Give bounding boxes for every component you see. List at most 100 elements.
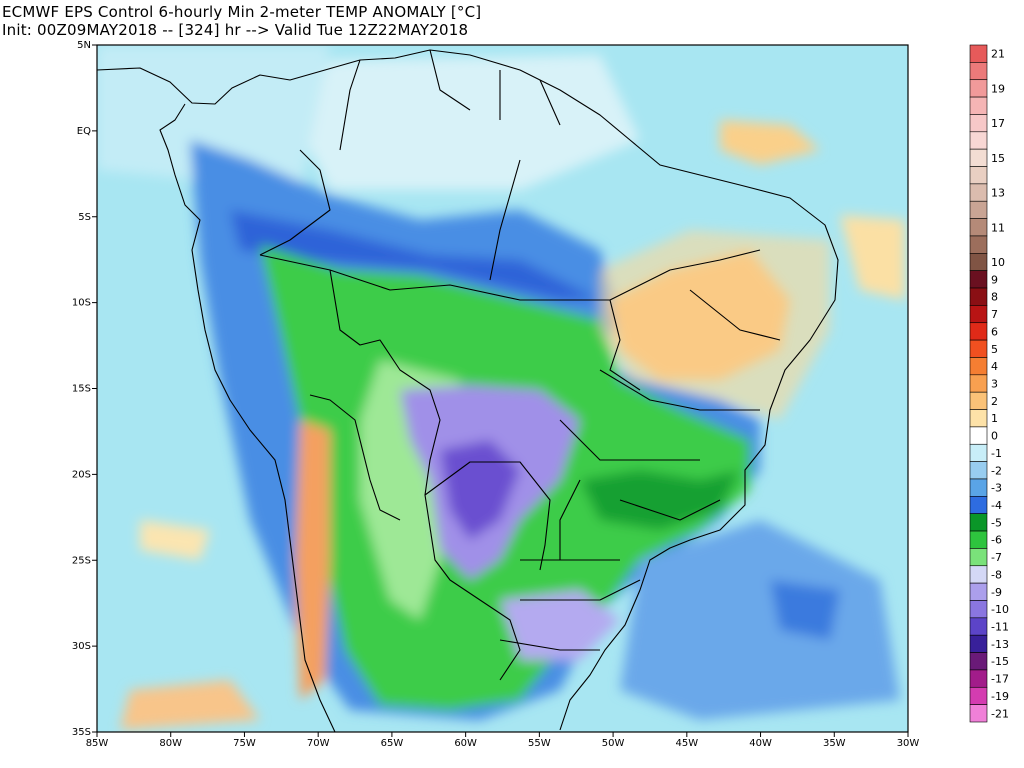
anomaly-region-dark-green (580, 470, 740, 530)
colorbar-label: -15 (991, 655, 1009, 668)
colorbar-swatch (969, 686, 988, 705)
colorbar-swatch (969, 374, 988, 393)
y-tick-label: 10S (72, 298, 91, 309)
anomaly-region-pacific-pale (140, 520, 210, 560)
x-tick-label: 80W (159, 738, 182, 749)
colorbar-swatch (969, 652, 988, 671)
south-america-coastline (97, 49, 839, 732)
colorbar-swatch (969, 131, 988, 150)
colorbar-label: 11 (991, 221, 1005, 234)
state-borders (499, 249, 781, 651)
y-tick-label: 15S (72, 384, 91, 395)
colorbar-label: 0 (991, 430, 998, 443)
chart-subtitle: Init: 00Z09MAY2018 -- [324] hr --> Valid… (2, 21, 469, 39)
anomaly-region-andes-warm (295, 420, 330, 700)
colorbar-swatch (969, 478, 988, 497)
y-tick-label: 25S (72, 555, 91, 566)
colorbar-swatch (969, 513, 988, 532)
colorbar-swatch (969, 183, 988, 202)
colorbar-swatch (969, 426, 988, 445)
colorbar-label: -21 (991, 707, 1009, 720)
colorbar-label: -11 (991, 621, 1009, 634)
y-tick-label: 5N (77, 40, 91, 51)
colorbar-label: 7 (991, 308, 998, 321)
x-tick-label: 55W (528, 738, 551, 749)
colorbar-label: 9 (991, 273, 998, 286)
colorbar-swatch (969, 669, 988, 688)
latitude-axis: 5N EQ 5S 10S 15S 20S 25S 30S 35S (72, 40, 97, 738)
colorbar-label: 4 (991, 360, 998, 373)
y-tick-label: EQ (77, 126, 91, 137)
colorbar-label: -7 (991, 551, 1002, 564)
colorbar-label: -1 (991, 447, 1002, 460)
anomaly-region-pacific-warm (120, 680, 260, 730)
colorbar-swatch (969, 79, 988, 98)
colorbar-label: 21 (991, 48, 1005, 61)
colorbar-label: -4 (991, 499, 1002, 512)
colorbar-swatch (969, 270, 988, 289)
x-tick-label: 75W (233, 738, 256, 749)
country-borders (259, 49, 641, 681)
colorbar-swatch (969, 600, 988, 619)
colorbar-swatch (969, 704, 988, 723)
colorbar-swatch (969, 617, 988, 636)
colorbar-label: -2 (991, 464, 1002, 477)
colorbar-label: 8 (991, 291, 998, 304)
anomaly-region-purple-south (500, 590, 620, 660)
x-tick-label: 45W (676, 738, 699, 749)
colorbar-label: -9 (991, 586, 1002, 599)
y-tick-label: 5S (78, 212, 91, 223)
y-tick-label: 30S (72, 641, 91, 652)
colorbar-swatch (969, 339, 988, 358)
x-tick-label: 50W (602, 738, 625, 749)
anomaly-region-atlantic-deep-blue (770, 580, 840, 640)
colorbar-label: -19 (991, 690, 1009, 703)
colorbar-label: 17 (991, 117, 1005, 130)
colorbar-label: -10 (991, 603, 1009, 616)
map-field (97, 45, 908, 732)
colorbar-swatch (969, 287, 988, 306)
colorbar-swatch (969, 322, 988, 341)
colorbar-label: -6 (991, 534, 1002, 547)
colorbar-swatch (969, 200, 988, 219)
colorbar-label: 5 (991, 343, 998, 356)
colorbar-swatch (969, 391, 988, 410)
colorbar-label: -17 (991, 673, 1009, 686)
colorbar-swatch (969, 530, 988, 549)
colorbar-label: 10 (991, 256, 1005, 269)
colorbar-swatch (969, 496, 988, 514)
colorbar-label: 3 (991, 378, 998, 391)
colorbar-swatch (969, 565, 988, 584)
colorbar-label: 15 (991, 152, 1005, 165)
x-tick-label: 65W (381, 738, 404, 749)
colorbar-swatch (969, 235, 988, 254)
y-tick-label: 20S (72, 469, 91, 480)
anomaly-region-north-light (300, 55, 640, 190)
colorbar-swatch (969, 461, 988, 480)
anomaly-region-atlantic-warm-1 (720, 120, 820, 165)
colorbar-label: -3 (991, 482, 1002, 495)
colorbar-swatch (969, 634, 988, 653)
coastlines-and-borders (97, 49, 839, 732)
anomaly-region-deep-blue (230, 210, 600, 300)
anomaly-region-atlantic-blue (620, 520, 900, 720)
y-tick-label: 35S (72, 727, 91, 738)
colorbar-label: -5 (991, 516, 1002, 529)
colorbar-swatch (969, 548, 988, 567)
colorbar-swatch (969, 253, 988, 271)
colorbar-label: 19 (991, 82, 1005, 95)
colorbar-label: -8 (991, 568, 1002, 581)
anomaly-region-atlantic-warm-2 (840, 215, 905, 300)
colorbar-label: 13 (991, 187, 1005, 200)
colorbar-swatch (969, 114, 988, 133)
x-tick-label: 40W (749, 738, 772, 749)
anomaly-region-northeast-pale (600, 230, 830, 420)
colorbar-swatch (969, 96, 988, 115)
anomaly-region-purple-deep (440, 440, 520, 540)
colorbar-swatch (969, 44, 988, 63)
colorbar-swatch (969, 357, 988, 376)
anomaly-region-west-pale (97, 45, 330, 190)
x-tick-label: 70W (307, 738, 330, 749)
chart-title: ECMWF EPS Control 6-hourly Min 2-meter T… (2, 3, 482, 21)
